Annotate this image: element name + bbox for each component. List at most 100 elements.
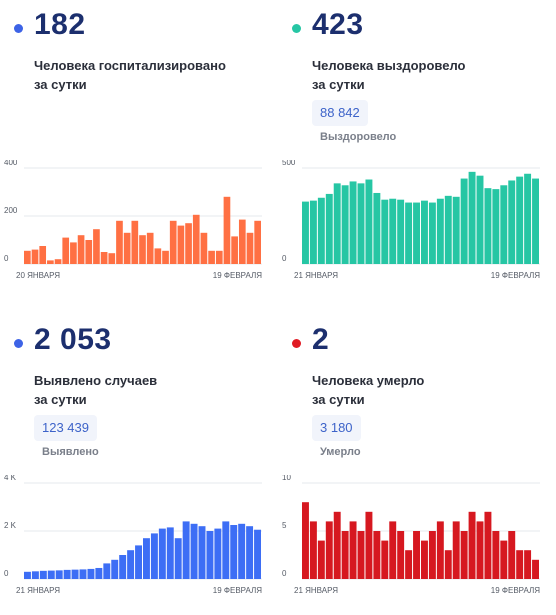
hospitalized-bar[interactable]: [146, 232, 154, 264]
recovered-bar[interactable]: [309, 200, 317, 264]
deaths-bar[interactable]: [349, 521, 357, 579]
hospitalized-bar[interactable]: [192, 214, 200, 264]
recovered-bar[interactable]: [484, 188, 492, 264]
detected-bar[interactable]: [174, 538, 182, 579]
recovered-bar[interactable]: [516, 176, 524, 264]
detected-bar[interactable]: [31, 571, 39, 579]
detected-bar[interactable]: [111, 559, 119, 579]
deaths-bar[interactable]: [484, 511, 492, 579]
recovered-bar[interactable]: [436, 198, 444, 264]
hospitalized-bar[interactable]: [62, 237, 70, 264]
recovered-bar[interactable]: [508, 180, 516, 264]
detected-bar[interactable]: [119, 555, 127, 579]
deaths-bar[interactable]: [397, 531, 405, 579]
recovered-bar[interactable]: [460, 178, 468, 264]
hospitalized-bar[interactable]: [139, 235, 146, 264]
deaths-bar[interactable]: [452, 521, 460, 579]
deaths-bar[interactable]: [389, 521, 397, 579]
detected-bar[interactable]: [238, 523, 246, 579]
recovered-bar[interactable]: [341, 185, 349, 264]
recovered-bar[interactable]: [428, 202, 436, 264]
deaths-bar[interactable]: [413, 531, 420, 579]
hospitalized-bar[interactable]: [169, 220, 177, 264]
hospitalized-bar[interactable]: [93, 229, 100, 264]
deaths-bar[interactable]: [444, 550, 452, 579]
recovered-bar[interactable]: [333, 183, 341, 264]
detected-bar[interactable]: [254, 529, 261, 579]
recovered-bar[interactable]: [492, 189, 500, 264]
deaths-bar[interactable]: [516, 550, 524, 579]
deaths-bar[interactable]: [468, 511, 476, 579]
detected-bar[interactable]: [158, 528, 166, 579]
hospitalized-bar[interactable]: [108, 253, 116, 264]
deaths-bar[interactable]: [373, 531, 381, 579]
hospitalized-bar[interactable]: [208, 250, 215, 264]
hospitalized-bar[interactable]: [238, 219, 246, 264]
detected-bar[interactable]: [39, 570, 47, 579]
detected-bar[interactable]: [150, 533, 158, 579]
hospitalized-bar[interactable]: [154, 248, 162, 264]
detected-bar[interactable]: [206, 531, 214, 579]
hospitalized-bar[interactable]: [177, 225, 185, 264]
hospitalized-bar[interactable]: [54, 259, 62, 264]
hospitalized-bar[interactable]: [77, 235, 85, 264]
deaths-bar[interactable]: [421, 540, 428, 579]
deaths-bar[interactable]: [302, 502, 309, 579]
deaths-bar[interactable]: [524, 550, 532, 579]
detected-bar[interactable]: [214, 528, 222, 579]
deaths-bar[interactable]: [333, 511, 341, 579]
deaths-bar[interactable]: [428, 531, 436, 579]
detected-bar[interactable]: [127, 550, 135, 579]
recovered-bar[interactable]: [302, 201, 309, 264]
deaths-bar[interactable]: [341, 531, 349, 579]
hospitalized-bar[interactable]: [223, 196, 231, 264]
detected-bar[interactable]: [79, 569, 87, 579]
recovered-bar[interactable]: [500, 185, 508, 264]
detected-bar[interactable]: [24, 571, 31, 579]
hospitalized-bar[interactable]: [39, 246, 47, 264]
detected-bar[interactable]: [246, 526, 254, 579]
hospitalized-bar[interactable]: [185, 223, 192, 264]
detected-bar[interactable]: [135, 545, 142, 579]
deaths-bar[interactable]: [317, 540, 325, 579]
hospitalized-bar[interactable]: [116, 220, 123, 264]
detected-bar[interactable]: [87, 568, 95, 579]
detected-bar[interactable]: [103, 563, 111, 579]
recovered-bar[interactable]: [405, 202, 413, 264]
detected-bar[interactable]: [230, 525, 238, 579]
detected-bar[interactable]: [63, 569, 71, 579]
deaths-bar[interactable]: [405, 550, 413, 579]
deaths-bar[interactable]: [436, 521, 444, 579]
recovered-bar[interactable]: [365, 179, 373, 264]
recovered-bar[interactable]: [413, 202, 420, 264]
hospitalized-bar[interactable]: [246, 232, 254, 264]
recovered-bar[interactable]: [389, 198, 397, 264]
recovered-bar[interactable]: [357, 183, 365, 264]
recovered-bar[interactable]: [325, 193, 333, 264]
hospitalized-bar[interactable]: [200, 232, 208, 264]
detected-bar[interactable]: [55, 570, 63, 579]
deaths-bar[interactable]: [365, 511, 373, 579]
recovered-bar[interactable]: [421, 200, 428, 264]
deaths-bar[interactable]: [309, 521, 317, 579]
hospitalized-bar[interactable]: [70, 242, 77, 264]
recovered-bar[interactable]: [476, 175, 484, 264]
deaths-bar[interactable]: [357, 531, 365, 579]
deaths-bar[interactable]: [325, 521, 333, 579]
recovered-bar[interactable]: [532, 178, 539, 264]
deaths-bar[interactable]: [508, 531, 516, 579]
detected-bar[interactable]: [47, 570, 55, 579]
detected-bar[interactable]: [143, 538, 150, 579]
recovered-bar[interactable]: [452, 196, 460, 264]
deaths-bar[interactable]: [500, 540, 508, 579]
hospitalized-bar[interactable]: [131, 220, 139, 264]
hospitalized-bar[interactable]: [254, 220, 261, 264]
deaths-bar[interactable]: [381, 540, 389, 579]
deaths-bar[interactable]: [532, 559, 539, 579]
recovered-bar[interactable]: [317, 197, 325, 264]
recovered-bar[interactable]: [444, 195, 452, 264]
deaths-bar[interactable]: [460, 531, 468, 579]
hospitalized-bar[interactable]: [24, 250, 31, 264]
recovered-bar[interactable]: [373, 192, 381, 264]
detected-bar[interactable]: [71, 569, 79, 579]
